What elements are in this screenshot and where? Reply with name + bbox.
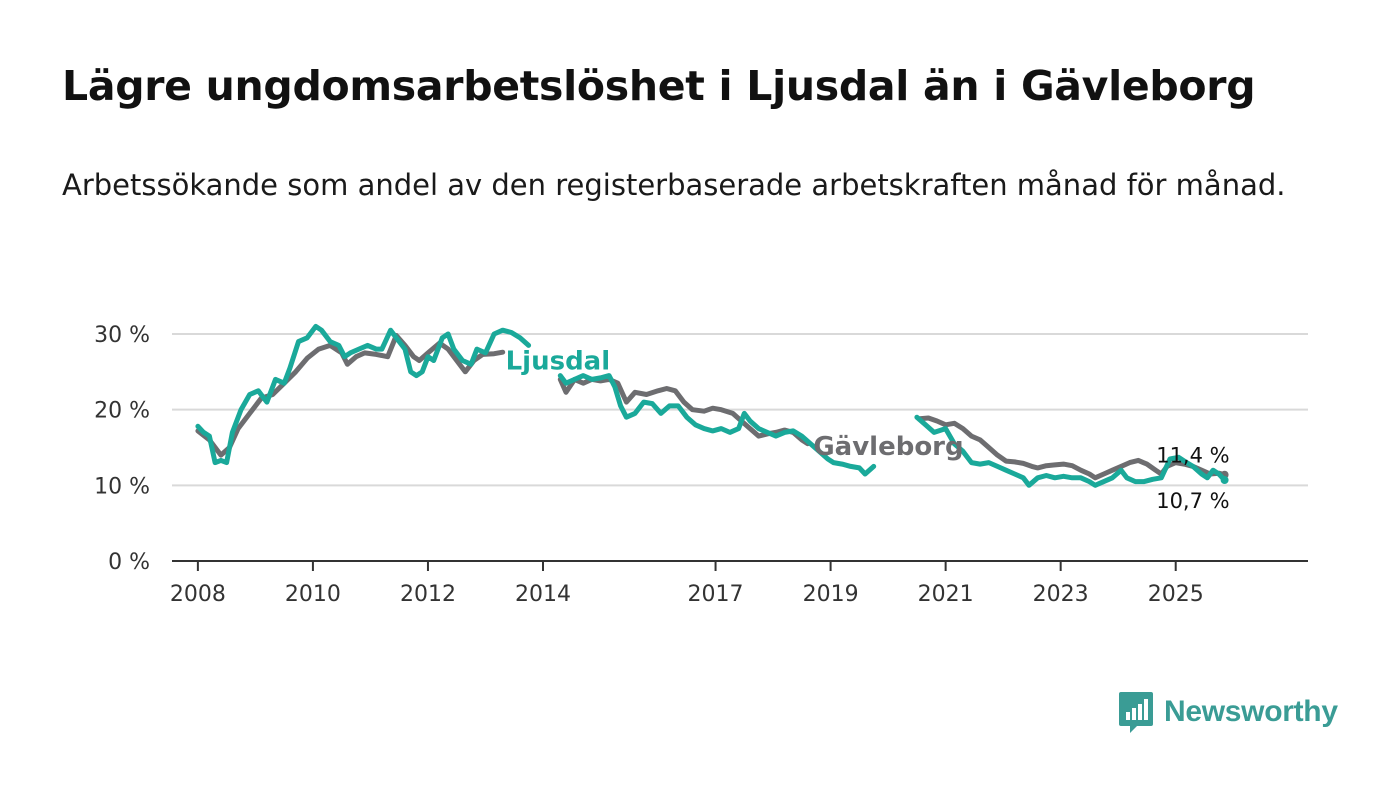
x-tick-label: 2019 <box>803 582 859 607</box>
gridlines <box>172 333 1308 487</box>
series-lines <box>195 323 1229 488</box>
series-line-ljusdal <box>557 373 877 477</box>
axes: 0 % 10 % 20 % 30 % 2008 2010 2012 2014 2017 2019 2… <box>94 323 1308 607</box>
x-tick-label: 2021 <box>918 582 974 607</box>
series-line-gävleborg <box>195 333 506 458</box>
series-line-ljusdal <box>195 323 532 466</box>
series-end-point <box>1220 476 1229 485</box>
x-tick-label: 2025 <box>1148 582 1204 607</box>
x-tick-label: 2023 <box>1033 582 1089 607</box>
series-label-ljusdal: Ljusdal <box>506 347 611 377</box>
x-tick-label: 2017 <box>688 582 744 607</box>
y-tick-label: 30 % <box>94 323 150 348</box>
y-tick-label: 10 % <box>94 474 150 499</box>
series-labels: Ljusdal Gävleborg 11,4 % 10,7 % <box>506 347 1230 513</box>
series-line-ljusdal <box>914 414 1228 488</box>
x-tick-label: 2014 <box>515 582 571 607</box>
x-tick-label: 2012 <box>400 582 456 607</box>
x-tick-label: 2010 <box>285 582 341 607</box>
chart-title: Lägre ungdomsarbetslöshet i Ljusdal än i… <box>62 62 1256 110</box>
y-tick-label: 20 % <box>94 399 150 424</box>
x-tick-label: 2008 <box>170 582 226 607</box>
series-line-gävleborg <box>917 415 1228 481</box>
y-tick-label: 0 % <box>108 550 150 575</box>
newsworthy-logo-icon <box>1119 692 1153 733</box>
series-label-gavleborg: Gävleborg <box>813 432 963 462</box>
end-value-label-ljusdal: 10,7 % <box>1156 489 1229 513</box>
chart-subtitle: Arbetssökande som andel av den registerb… <box>62 168 1286 202</box>
brand-logo: Newsworthy <box>1118 690 1338 734</box>
brand-name: Newsworthy <box>1164 695 1338 728</box>
end-value-label-gavleborg: 11,4 % <box>1156 444 1229 468</box>
